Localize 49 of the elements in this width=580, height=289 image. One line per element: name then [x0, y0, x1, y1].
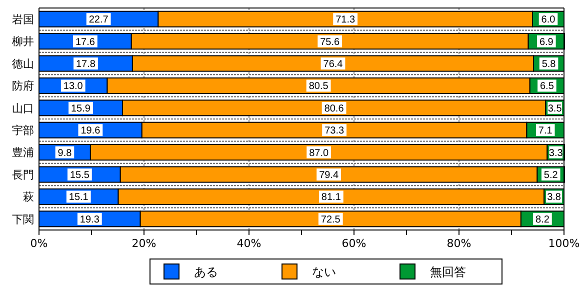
- data-label: 7.1: [538, 126, 553, 137]
- y-tick-label: 徳山: [12, 57, 34, 70]
- data-label: 22.7: [88, 14, 109, 26]
- y-tick-label: 岩国: [12, 12, 34, 26]
- y-tick-label: 長門: [12, 168, 34, 182]
- x-tick-label: 20%: [132, 237, 156, 250]
- data-label: 72.5: [320, 214, 341, 226]
- data-label: 73.3: [324, 126, 344, 137]
- x-tick-label: 100%: [548, 237, 580, 250]
- y-tick-label: 防府: [12, 80, 34, 93]
- y-tick-label: 宇部: [12, 124, 34, 137]
- data-label: 87.0: [309, 148, 329, 159]
- data-label: 15.5: [70, 170, 90, 181]
- data-label: 6.0: [541, 14, 556, 26]
- data-label: 17.8: [76, 59, 96, 70]
- data-label: 3.5: [548, 103, 562, 114]
- data-label: 80.6: [324, 103, 344, 114]
- data-label: 71.3: [336, 14, 356, 26]
- data-label: 76.4: [323, 59, 344, 70]
- x-tick-label: 40%: [236, 237, 262, 250]
- y-tick-label: 山口: [12, 102, 34, 115]
- data-label: 19.3: [80, 214, 100, 226]
- data-label: 75.6: [320, 36, 340, 48]
- data-label: 5.2: [544, 170, 558, 181]
- data-label: 17.6: [75, 36, 96, 48]
- x-tick-label: 0%: [30, 237, 48, 250]
- legend-label: 無回答: [430, 265, 466, 280]
- data-label: 81.1: [321, 192, 342, 204]
- y-tick-label: 豊浦: [12, 146, 34, 160]
- data-label: 5.8: [542, 59, 556, 70]
- data-label: 8.2: [536, 214, 550, 226]
- data-label: 9.8: [58, 148, 72, 159]
- x-tick-label: 80%: [446, 237, 472, 250]
- data-label: 6.5: [540, 81, 554, 92]
- y-tick-label: 柳井: [12, 35, 34, 48]
- y-tick-label: 萩: [23, 190, 34, 204]
- data-label: 13.0: [63, 81, 84, 92]
- data-label: 6.9: [539, 36, 554, 48]
- data-label: 19.6: [80, 126, 101, 137]
- data-label: 15.1: [68, 192, 89, 204]
- y-tick-label: 下関: [12, 212, 34, 226]
- legend-label: ある: [194, 265, 218, 280]
- data-label: 3.8: [547, 192, 562, 204]
- data-label: 15.9: [71, 103, 91, 114]
- data-label: 79.4: [319, 170, 339, 181]
- legend-label: ない: [312, 265, 336, 280]
- data-label: 3.3: [548, 148, 564, 159]
- data-label: 80.5: [308, 81, 329, 92]
- x-tick-label: 60%: [342, 237, 366, 250]
